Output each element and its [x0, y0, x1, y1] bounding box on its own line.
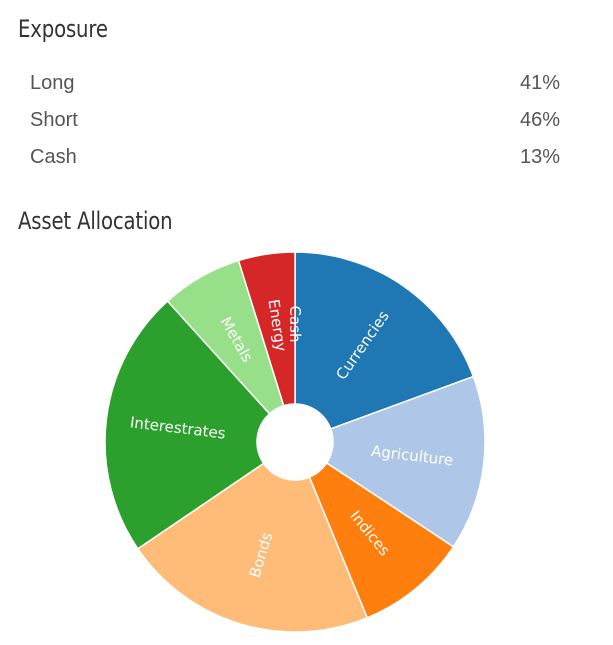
exposure-value-cash: 13%	[519, 146, 560, 168]
asset-allocation-title: Asset Allocation	[18, 207, 173, 235]
pie-slice-bonds	[136, 462, 369, 633]
exposure-label-short: Short	[30, 109, 78, 131]
pie-slice-interestrates	[104, 300, 271, 550]
exposure-label-long: Long	[30, 72, 75, 94]
exposure-value-short: 46%	[519, 109, 560, 131]
exposure-value-long: 41%	[519, 72, 560, 94]
pie-label-cash: Cash	[286, 306, 304, 343]
pie-slice-agriculture	[325, 375, 486, 548]
exposure-row-short: Short 46%	[30, 102, 560, 139]
exposure-row-cash: Cash 13%	[30, 139, 560, 176]
pie-slice-energy	[237, 251, 296, 407]
exposure-list: Long 41% Short 46% Cash 13%	[30, 65, 560, 176]
pie-slice-indices	[308, 461, 455, 619]
exposure-title: Exposure	[18, 15, 108, 43]
exposure-row-long: Long 41%	[30, 65, 560, 102]
exposure-label-cash: Cash	[30, 146, 77, 168]
pie-slice-currencies	[294, 251, 475, 430]
